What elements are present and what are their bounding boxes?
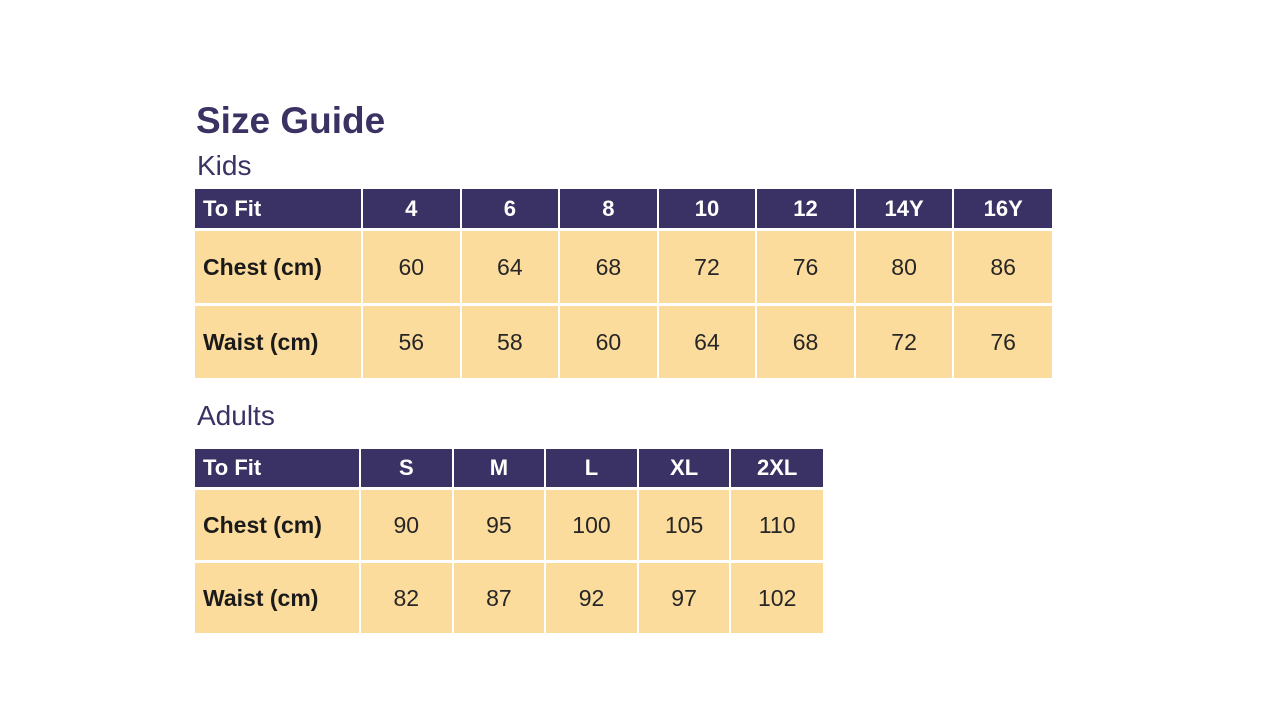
adults-chest-value: 100 — [545, 487, 639, 562]
adults-header-size: XL — [637, 449, 732, 489]
kids-size-table: To Fit 4 6 8 10 12 14Y 16Y Chest (cm) 60… — [195, 189, 1052, 378]
kids-waist-label: Waist (cm) — [195, 303, 363, 378]
adults-waist-value: 87 — [452, 560, 547, 633]
adults-waist-value: 102 — [730, 560, 823, 633]
kids-chest-value: 86 — [953, 228, 1052, 305]
kids-header-size: 6 — [460, 189, 561, 230]
adults-waist-value: 92 — [545, 560, 639, 633]
kids-chest-row: Chest (cm) 60 64 68 72 76 80 86 — [195, 228, 1052, 305]
adults-header-to-fit: To Fit — [195, 449, 361, 489]
adults-waist-value: 82 — [360, 560, 454, 633]
kids-chest-value: 64 — [460, 228, 561, 305]
kids-waist-value: 68 — [756, 303, 856, 378]
adults-chest-value: 110 — [730, 487, 823, 562]
adults-waist-row: Waist (cm) 82 87 92 97 102 — [195, 560, 823, 633]
adults-waist-label: Waist (cm) — [195, 560, 361, 633]
section-label-adults: Adults — [197, 400, 275, 431]
kids-chest-value: 72 — [657, 228, 758, 305]
adults-chest-row: Chest (cm) 90 95 100 105 110 — [195, 487, 823, 562]
kids-waist-value: 58 — [460, 303, 561, 378]
adults-chest-value: 95 — [452, 487, 547, 562]
adults-waist-value: 97 — [637, 560, 732, 633]
kids-header-size: 14Y — [854, 189, 955, 230]
adults-chest-label: Chest (cm) — [195, 487, 361, 562]
kids-chest-label: Chest (cm) — [195, 228, 363, 305]
kids-waist-row: Waist (cm) 56 58 60 64 68 72 76 — [195, 303, 1052, 378]
kids-header-row: To Fit 4 6 8 10 12 14Y 16Y — [195, 189, 1052, 230]
adults-header-size: M — [452, 449, 547, 489]
kids-header-to-fit: To Fit — [195, 189, 363, 230]
section-label-kids: Kids — [197, 150, 252, 181]
kids-header-size: 8 — [559, 189, 659, 230]
kids-header-size: 4 — [362, 189, 462, 230]
adults-chest-value: 90 — [360, 487, 454, 562]
page-title: Size Guide — [196, 100, 386, 141]
kids-chest-value: 60 — [362, 228, 462, 305]
kids-chest-value: 76 — [756, 228, 856, 305]
adults-header-size: L — [545, 449, 639, 489]
kids-waist-value: 64 — [657, 303, 758, 378]
adults-header-size: 2XL — [730, 449, 823, 489]
kids-waist-value: 56 — [362, 303, 462, 378]
adults-chest-value: 105 — [637, 487, 732, 562]
adults-header-size: S — [360, 449, 454, 489]
adults-header-row: To Fit S M L XL 2XL — [195, 449, 823, 489]
kids-waist-value: 60 — [559, 303, 659, 378]
kids-waist-value: 72 — [854, 303, 955, 378]
kids-waist-value: 76 — [953, 303, 1052, 378]
adults-size-table: To Fit S M L XL 2XL Chest (cm) 90 95 100… — [195, 449, 823, 633]
kids-header-size: 12 — [756, 189, 856, 230]
kids-header-size: 10 — [657, 189, 758, 230]
kids-chest-value: 80 — [854, 228, 955, 305]
kids-chest-value: 68 — [559, 228, 659, 305]
kids-header-size: 16Y — [953, 189, 1052, 230]
